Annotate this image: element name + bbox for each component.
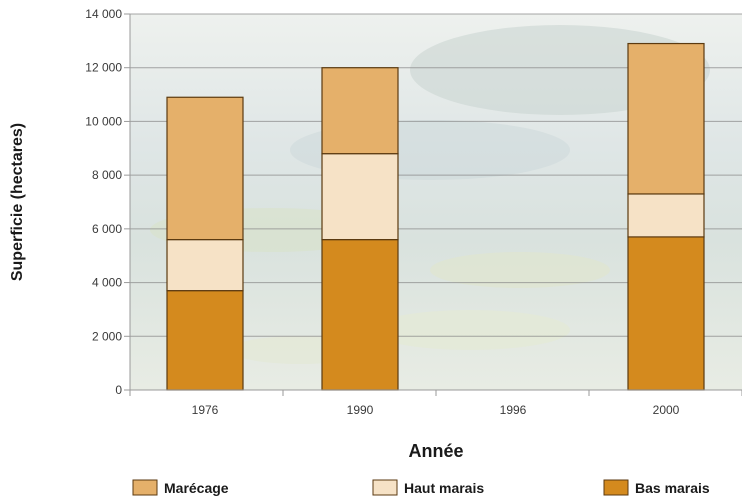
- x-tick-label: 1976: [192, 403, 219, 417]
- legend: Marécage Haut marais Bas marais: [132, 479, 710, 496]
- y-tick-labels: 0 2 000 4 000 6 000 8 000 10 000 12 000 14 000: [85, 7, 122, 397]
- legend-label: Marécage: [164, 480, 229, 496]
- bar-segment: [627, 193, 705, 238]
- y-axis-title: Superficie (hectares): [9, 123, 26, 281]
- bar-segment: [166, 239, 244, 292]
- y-tick-label: 6 000: [92, 222, 122, 236]
- bar-segment: [627, 236, 705, 391]
- bar-segment: [166, 290, 244, 391]
- y-tick-label: 8 000: [92, 168, 122, 182]
- legend-swatch: [132, 479, 158, 496]
- y-tick-label: 14 000: [85, 7, 122, 21]
- x-tick-label: 2000: [653, 403, 680, 417]
- x-axis-title: Année: [408, 441, 463, 461]
- bar-segment: [321, 67, 399, 155]
- x-tick-label: 1996: [500, 403, 527, 417]
- legend-label: Haut marais: [404, 480, 484, 496]
- legend-label: Bas marais: [635, 480, 710, 496]
- legend-swatch: [603, 479, 629, 496]
- y-tick-label: 4 000: [92, 276, 122, 290]
- legend-swatch: [372, 479, 398, 496]
- bar-segment: [321, 153, 399, 241]
- bars: [166, 42, 705, 391]
- bar-segment: [627, 42, 705, 195]
- x-tick-labels: 1976 1990 1996 2000: [129, 390, 742, 417]
- y-tick-label: 10 000: [85, 114, 122, 128]
- y-tick-label: 12 000: [85, 61, 122, 75]
- y-tick-label: 0: [115, 383, 122, 397]
- bar-segment: [321, 239, 399, 391]
- bar-segment: [166, 96, 244, 241]
- y-tick-label: 2 000: [92, 329, 122, 343]
- x-tick-label: 1990: [347, 403, 374, 417]
